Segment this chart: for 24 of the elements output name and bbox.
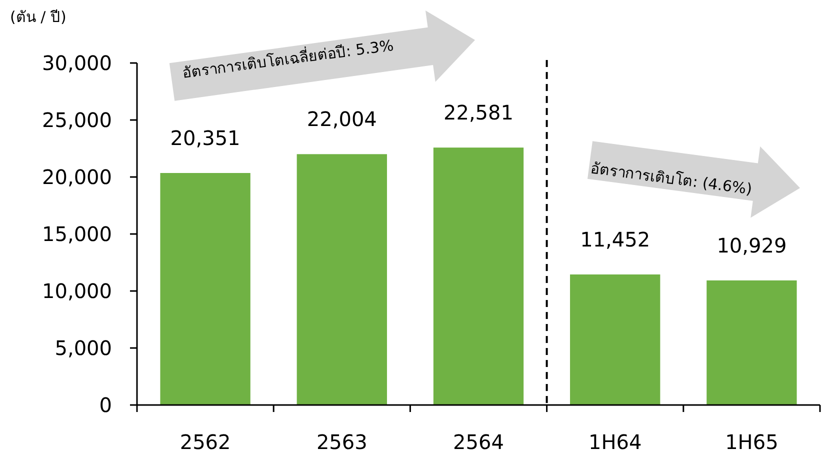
- y-tick-label: 20,000: [42, 165, 112, 189]
- x-tick-label: 2563: [316, 430, 368, 454]
- bar: [296, 154, 387, 405]
- y-tick-label: 15,000: [42, 222, 112, 246]
- y-tick-label: 10,000: [42, 279, 112, 303]
- data-label: 22,581: [444, 100, 514, 125]
- x-tick-label: 2562: [180, 430, 231, 454]
- bar: [706, 280, 797, 405]
- bar: [160, 173, 250, 405]
- data-label: 20,351: [170, 126, 240, 150]
- bar: [570, 274, 660, 405]
- annotation: อัตราการเติบโต: (4.6%): [589, 159, 754, 198]
- data-label: 22,004: [306, 107, 377, 132]
- y-tick-label: 30,000: [42, 51, 112, 75]
- x-tick-label: 1H64: [588, 430, 642, 454]
- y-tick-label: 5,000: [54, 336, 112, 360]
- y-axis-title: (ตัน / ปี): [10, 8, 66, 26]
- x-tick-label: 2564: [453, 430, 504, 454]
- data-label: 10,929: [716, 233, 787, 258]
- y-tick-label: 0: [99, 393, 112, 417]
- y-tick-label: 25,000: [42, 108, 112, 132]
- bar: [433, 148, 524, 405]
- x-tick-label: 1H65: [725, 430, 778, 454]
- data-label: 11,452: [580, 227, 650, 252]
